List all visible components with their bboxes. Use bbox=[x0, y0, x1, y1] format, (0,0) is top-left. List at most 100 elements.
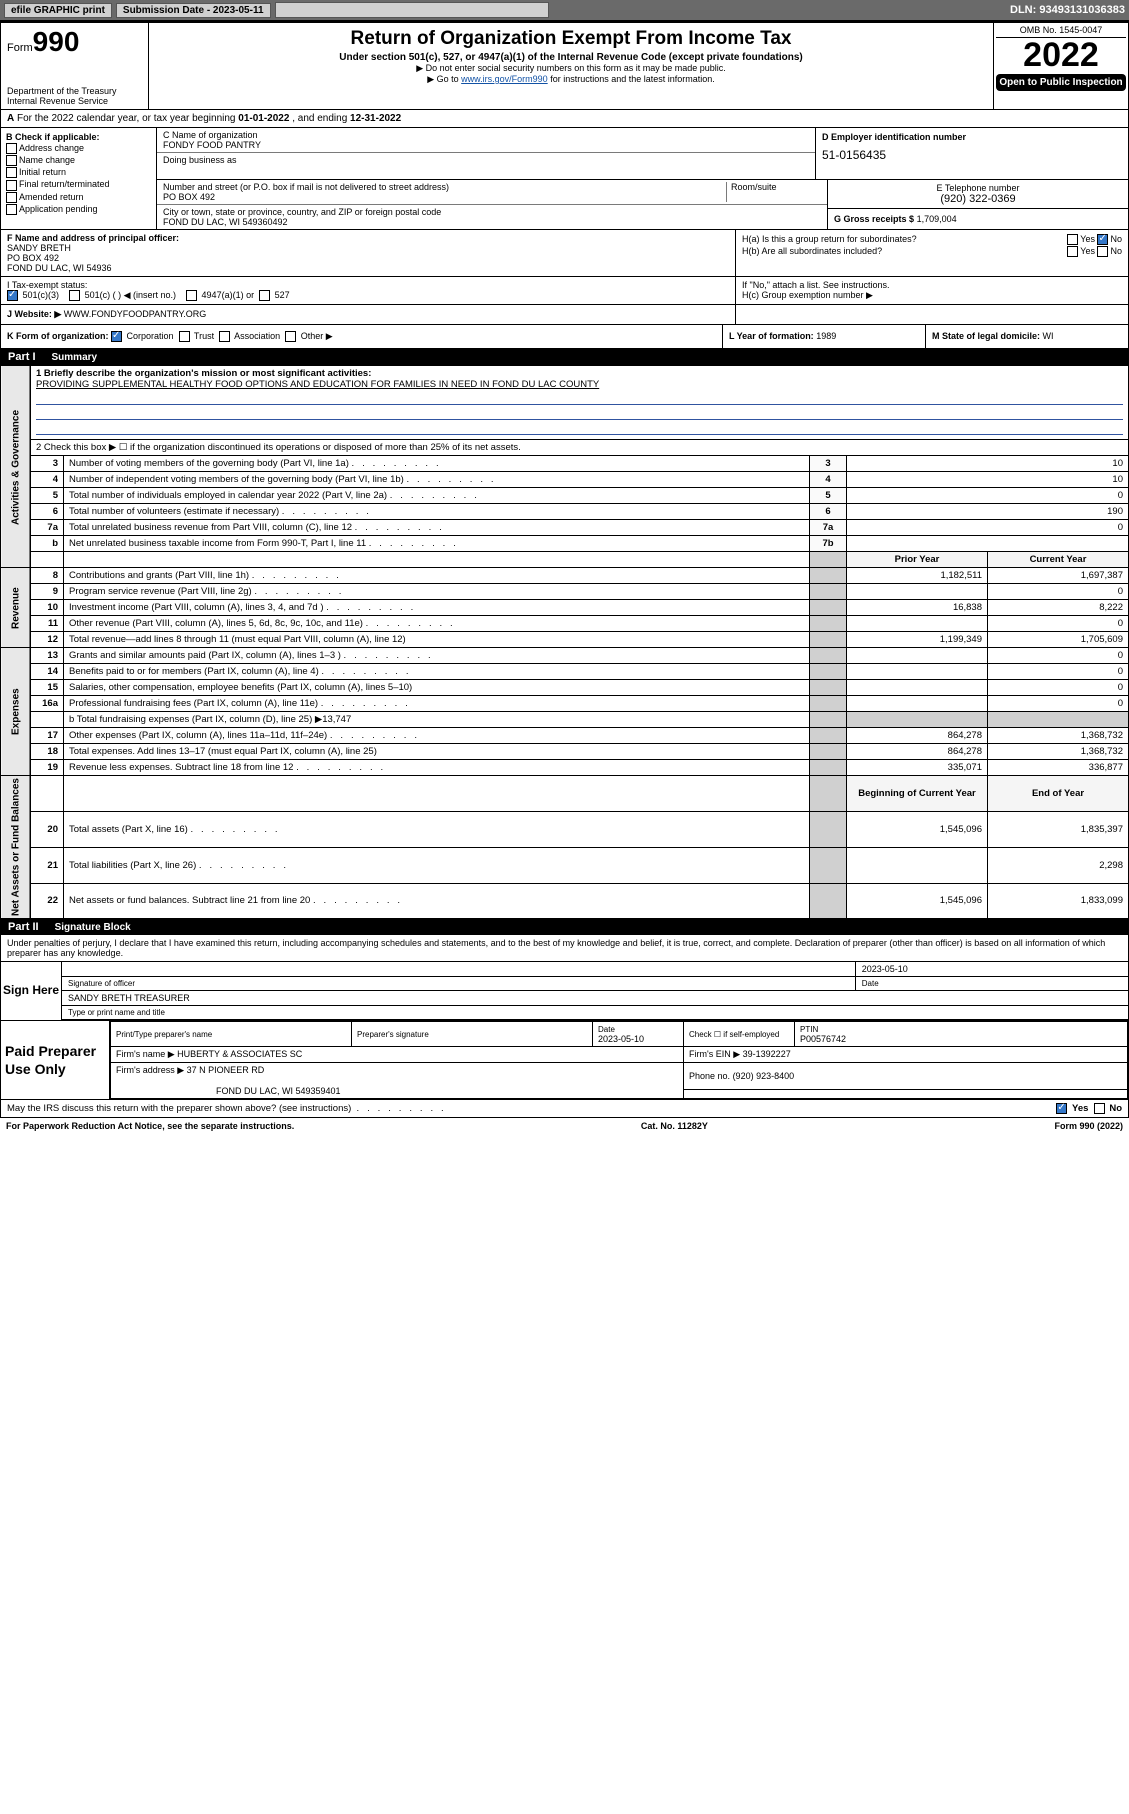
line2: 2 Check this box ▶ ☐ if the organization… bbox=[30, 440, 1129, 456]
ha-label: H(a) Is this a group return for subordin… bbox=[742, 234, 917, 245]
domicile-value: WI bbox=[1043, 331, 1054, 341]
form-title: Return of Organization Exempt From Incom… bbox=[155, 28, 987, 50]
efile-button[interactable]: efile GRAPHIC print bbox=[4, 3, 112, 18]
cb-corp[interactable] bbox=[111, 331, 122, 342]
hb-label: H(b) Are all subordinates included? bbox=[742, 246, 882, 257]
checkbox-column-b: B Check if applicable: Address change Na… bbox=[1, 128, 157, 229]
cb-4947[interactable] bbox=[186, 290, 197, 301]
end-year-header: End of Year bbox=[988, 776, 1129, 812]
ha-yes[interactable] bbox=[1067, 234, 1078, 245]
goto-note: ▶ Go to www.irs.gov/Form990 for instruct… bbox=[155, 74, 987, 85]
cb-501c[interactable] bbox=[69, 290, 80, 301]
begin-year-header: Beginning of Current Year bbox=[847, 776, 988, 812]
cb-assoc[interactable] bbox=[219, 331, 230, 342]
officer-addr2: FOND DU LAC, WI 54936 bbox=[7, 263, 112, 273]
inspection-badge: Open to Public Inspection bbox=[996, 74, 1126, 91]
preparer-name-label: Print/Type preparer's name bbox=[116, 1030, 212, 1039]
ha-no[interactable] bbox=[1097, 234, 1108, 245]
phone-value: (920) 322-0369 bbox=[940, 193, 1015, 205]
ssn-note: ▶ Do not enter social security numbers o… bbox=[155, 63, 987, 74]
hb-yes[interactable] bbox=[1067, 246, 1078, 257]
form-number-box: Form990 Department of the Treasury Inter… bbox=[1, 23, 149, 109]
firm-addr-label: Firm's address ▶ bbox=[116, 1065, 184, 1075]
top-bar: efile GRAPHIC print Submission Date - 20… bbox=[0, 0, 1129, 22]
row-11: Other revenue (Part VIII, column (A), li… bbox=[64, 616, 810, 632]
discuss-no[interactable] bbox=[1094, 1103, 1105, 1114]
paid-preparer-table: Print/Type preparer's name Preparer's si… bbox=[110, 1021, 1128, 1099]
cb-trust[interactable] bbox=[179, 331, 190, 342]
org-name: FONDY FOOD PANTRY bbox=[163, 140, 261, 150]
row-3: Number of voting members of the governin… bbox=[64, 456, 810, 472]
footer-right: Form 990 (2022) bbox=[1054, 1121, 1123, 1131]
form-header: Form990 Department of the Treasury Inter… bbox=[0, 22, 1129, 110]
org-name-label: C Name of organization bbox=[163, 130, 258, 140]
form-prefix: Form bbox=[7, 42, 33, 54]
row-18: Total expenses. Add lines 13–17 (must eq… bbox=[64, 744, 810, 760]
hb-note: If "No," attach a list. See instructions… bbox=[742, 280, 889, 290]
discuss-yes[interactable] bbox=[1056, 1103, 1067, 1114]
submission-date-button[interactable]: Submission Date - 2023-05-11 bbox=[116, 3, 271, 18]
row-13: Grants and similar amounts paid (Part IX… bbox=[64, 648, 810, 664]
mission-text: PROVIDING SUPPLEMENTAL HEALTHY FOOD OPTI… bbox=[36, 379, 599, 390]
part1-label: Part I bbox=[8, 351, 36, 363]
cb-application-pending[interactable]: Application pending bbox=[6, 204, 151, 215]
irs-link[interactable]: www.irs.gov/Form990 bbox=[461, 74, 548, 84]
sign-here-label: Sign Here bbox=[1, 962, 61, 1020]
date-label: Date bbox=[856, 977, 1128, 990]
part2-title: Signature Block bbox=[55, 922, 131, 933]
cb-initial-return[interactable]: Initial return bbox=[6, 167, 151, 178]
cb-final-return[interactable]: Final return/terminated bbox=[6, 179, 151, 190]
firm-addr2: FOND DU LAC, WI 549359401 bbox=[116, 1086, 341, 1096]
ptin-label: PTIN bbox=[800, 1025, 818, 1034]
street-label: Number and street (or P.O. box if mail i… bbox=[163, 182, 449, 192]
status-label: I Tax-exempt status: bbox=[7, 280, 87, 290]
summary-table: Activities & Governance 1 Briefly descri… bbox=[0, 365, 1129, 919]
cb-amended-return[interactable]: Amended return bbox=[6, 192, 151, 203]
row-15: Salaries, other compensation, employee b… bbox=[64, 680, 810, 696]
mission-label: 1 Briefly describe the organization's mi… bbox=[36, 368, 371, 379]
discuss-row: May the IRS discuss this return with the… bbox=[0, 1100, 1129, 1118]
officer-name: SANDY BRETH bbox=[7, 243, 71, 253]
formorg-label: K Form of organization: bbox=[7, 331, 109, 341]
hb-no[interactable] bbox=[1097, 246, 1108, 257]
self-employed-check[interactable]: Check ☐ if self-employed bbox=[684, 1022, 795, 1047]
firm-phone-label: Phone no. bbox=[689, 1071, 730, 1081]
year-formation-label: L Year of formation: bbox=[729, 331, 814, 341]
sign-date: 2023-05-10 bbox=[856, 962, 1128, 976]
cb-address-change[interactable]: Address change bbox=[6, 143, 151, 154]
agency-label: Department of the Treasury Internal Reve… bbox=[7, 86, 142, 106]
firm-name: HUBERTY & ASSOCIATES SC bbox=[177, 1049, 302, 1059]
blank-button[interactable] bbox=[275, 2, 549, 18]
current-year-header: Current Year bbox=[988, 552, 1129, 568]
gross-value: 1,709,004 bbox=[917, 214, 957, 224]
year-formation: 1989 bbox=[816, 331, 836, 341]
phone-label: E Telephone number bbox=[937, 183, 1020, 193]
signer-name-label: Type or print name and title bbox=[62, 1006, 1128, 1019]
paid-preparer-label: Paid Preparer Use Only bbox=[1, 1021, 109, 1099]
row-22: Net assets or fund balances. Subtract li… bbox=[64, 883, 810, 919]
form-number: 990 bbox=[33, 26, 80, 57]
tax-year-range: A For the 2022 calendar year, or tax yea… bbox=[1, 110, 1128, 128]
footer: For Paperwork Reduction Act Notice, see … bbox=[0, 1118, 1129, 1134]
prior-year-header: Prior Year bbox=[847, 552, 988, 568]
part2-label: Part II bbox=[8, 921, 39, 933]
discuss-question: May the IRS discuss this return with the… bbox=[7, 1103, 351, 1114]
city-value: FOND DU LAC, WI 549360492 bbox=[163, 217, 288, 227]
cb-501c3[interactable] bbox=[7, 290, 18, 301]
firm-ein-label: Firm's EIN ▶ bbox=[689, 1049, 740, 1059]
ein-value: 51-0156435 bbox=[822, 148, 1122, 162]
cb-name-change[interactable]: Name change bbox=[6, 155, 151, 166]
ptin-value: P00576742 bbox=[800, 1034, 846, 1044]
cb-527[interactable] bbox=[259, 290, 270, 301]
footer-left: For Paperwork Reduction Act Notice, see … bbox=[6, 1121, 294, 1131]
dln-label: DLN: 93493131036383 bbox=[1010, 4, 1125, 16]
side-activities: Activities & Governance bbox=[1, 366, 31, 568]
gross-label: G Gross receipts $ bbox=[834, 214, 914, 224]
street-value: PO BOX 492 bbox=[163, 192, 215, 202]
preparer-sig-label: Preparer's signature bbox=[357, 1030, 429, 1039]
part1-header: Part I Summary bbox=[0, 349, 1129, 365]
tax-status-row: I Tax-exempt status: 501(c)(3) 501(c) ( … bbox=[0, 277, 1129, 305]
side-expenses: Expenses bbox=[1, 648, 31, 776]
cb-other[interactable] bbox=[285, 331, 296, 342]
firm-ein: 39-1392227 bbox=[743, 1049, 791, 1059]
